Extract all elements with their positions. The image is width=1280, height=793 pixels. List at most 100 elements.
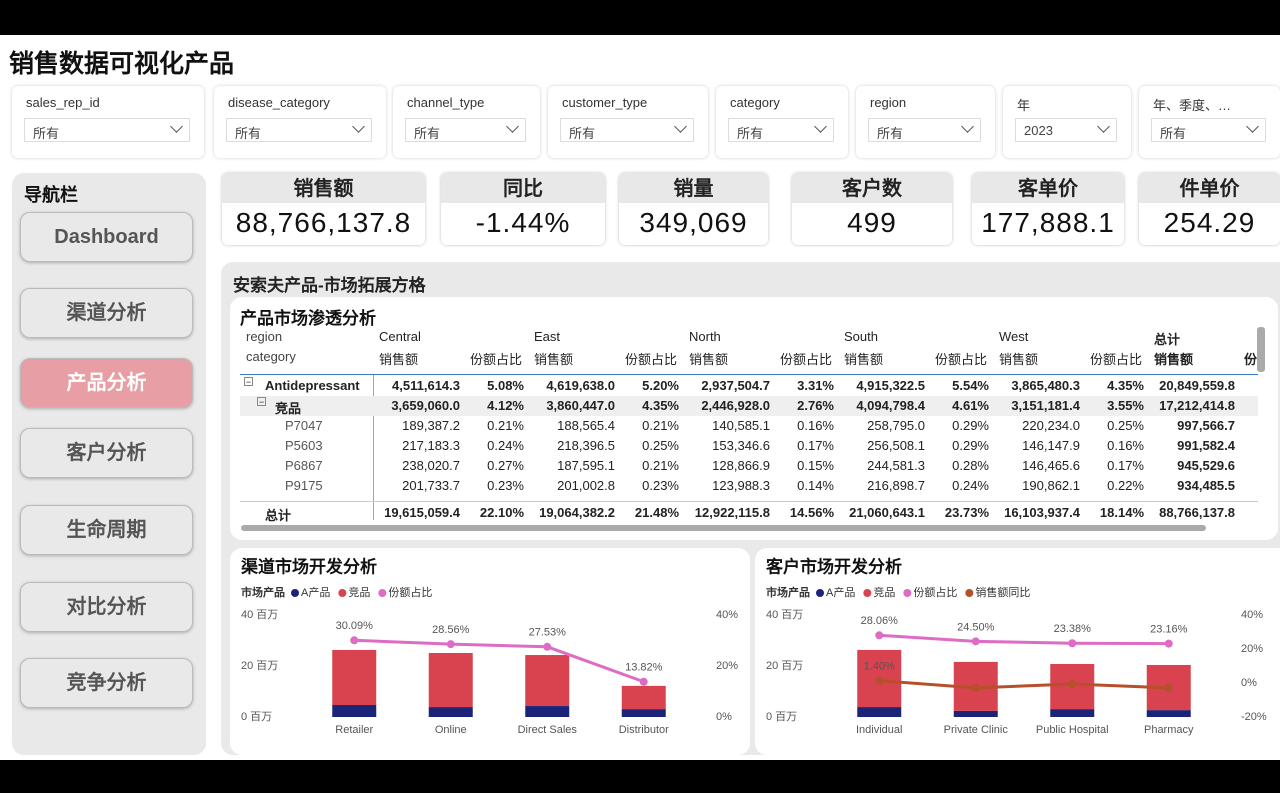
- kpi-card: 客户数 499: [792, 173, 952, 245]
- nav-button[interactable]: Dashboard: [20, 212, 193, 262]
- kpi-label: 客单价: [972, 173, 1124, 203]
- y-tick-label: 40 百万: [766, 609, 803, 621]
- table-cell: 0.22%: [1107, 478, 1144, 493]
- x-tick-label: Pharmacy: [1144, 724, 1194, 736]
- table-cell: 5.20%: [642, 378, 679, 393]
- table-card: 产品市场渗透分析: [230, 297, 1278, 540]
- line-point: [875, 631, 884, 640]
- kpi-label: 销售额: [222, 173, 425, 203]
- table-cell: 216,898.7: [867, 478, 925, 493]
- section-title: 安索夫产品-市场拓展方格: [233, 276, 426, 295]
- line: [879, 633, 1169, 646]
- filter[interactable]: disease_category 所有: [214, 86, 386, 158]
- measure-header: 销售额: [1154, 352, 1194, 367]
- legend-label: 竞品: [873, 585, 895, 599]
- table-cell: 2,937,504.7: [701, 378, 770, 393]
- table-cell: 146,465.6: [1022, 458, 1080, 473]
- kpi-label: 销量: [619, 173, 768, 203]
- table-cell: 16,103,937.4: [1004, 505, 1080, 520]
- table-cell: 128,866.9: [712, 458, 770, 473]
- filter[interactable]: customer_type 所有: [548, 86, 708, 158]
- table-cell: 0.27%: [487, 458, 524, 473]
- table-cell: 238,020.7: [402, 458, 460, 473]
- h-scrollbar[interactable]: [241, 525, 1206, 531]
- filter[interactable]: 年、季度、… 所有: [1139, 86, 1280, 158]
- kpi-value: 499: [847, 207, 897, 238]
- table-cell: 0.25%: [642, 438, 679, 453]
- line-point: [1164, 683, 1173, 692]
- line-point: [971, 637, 980, 646]
- line-point: [543, 642, 552, 651]
- y2-tick-label: 20%: [716, 660, 738, 672]
- kpi-label: 件单价: [1139, 173, 1280, 203]
- table-cell: 201,002.8: [557, 478, 615, 493]
- filter[interactable]: region 所有: [856, 86, 995, 158]
- x-tick-label: Retailer: [335, 724, 373, 736]
- nav-button[interactable]: 竞争分析: [20, 658, 193, 708]
- table-cell: 0.21%: [487, 418, 524, 433]
- table-cell: 22.10%: [479, 505, 524, 520]
- region-header: East: [534, 329, 561, 344]
- table-cell: 140,585.1: [712, 418, 770, 433]
- table-cell: 3,151,181.4: [1011, 398, 1080, 413]
- filter[interactable]: category 所有: [716, 86, 848, 158]
- kpi-value: 88,766,137.8: [235, 207, 412, 238]
- table-cell: 190,862.1: [1022, 478, 1080, 493]
- nav-button[interactable]: 渠道分析: [20, 288, 193, 338]
- kpi-value: 349,069: [639, 207, 748, 238]
- line-point: [875, 676, 884, 685]
- nav-button[interactable]: 生命周期: [20, 505, 193, 555]
- nav-button[interactable]: 对比分析: [20, 582, 193, 632]
- filter[interactable]: 年 2023: [1003, 86, 1131, 158]
- line-point: [971, 683, 980, 692]
- measure-header: 份额占比: [780, 352, 833, 367]
- table-cell: 0.23%: [487, 478, 524, 493]
- filter-value: 所有: [560, 118, 694, 142]
- table-cell: 991,582.4: [1177, 438, 1235, 453]
- kpi-value: 177,888.1: [981, 207, 1115, 238]
- y2-tick-label: 0%: [1241, 677, 1257, 689]
- v-scrollbar[interactable]: [1257, 327, 1265, 372]
- y2-tick-label: 40%: [1241, 609, 1263, 621]
- row-label: P5603: [285, 438, 323, 453]
- table-cell: 14.56%: [789, 505, 834, 520]
- top-band: [0, 0, 1280, 35]
- kpi-card: 销量 349,069: [619, 173, 768, 245]
- legend-label: 竞品: [348, 585, 370, 599]
- filter[interactable]: sales_rep_id 所有: [12, 86, 204, 158]
- table-cell: 12,922,115.8: [694, 505, 770, 520]
- table-cell: 4,094,798.4: [856, 398, 925, 413]
- filter-label: region: [870, 95, 907, 110]
- region-header: 总计: [1154, 332, 1181, 347]
- table-cell: 0.24%: [487, 438, 524, 453]
- table-cell: 18.14%: [1099, 505, 1144, 520]
- nav-button[interactable]: 产品分析: [20, 358, 193, 408]
- kpi-label: 同比: [441, 173, 605, 203]
- table-cell: 256,508.1: [867, 438, 925, 453]
- legend-marker: [338, 589, 347, 597]
- bar: [525, 655, 570, 707]
- table-cell: 0.16%: [1107, 438, 1144, 453]
- data-label: 1.40%: [864, 661, 895, 673]
- filter-value: 所有: [24, 118, 190, 142]
- filter[interactable]: channel_type 所有: [393, 86, 540, 158]
- table-cell: 0.25%: [1107, 418, 1144, 433]
- table-cell: 153,346.6: [712, 438, 770, 453]
- row-label: P7047: [285, 418, 323, 433]
- table-title: 产品市场渗透分析: [240, 309, 376, 328]
- table-cell: 187,595.1: [557, 458, 615, 473]
- table-cell: 146,147.9: [1022, 438, 1080, 453]
- measure-header: 份: [1244, 352, 1258, 367]
- row-label: Antidepressant: [265, 378, 360, 393]
- legend-label: 销售额同比: [975, 585, 1030, 599]
- chart-title: 渠道市场开发分析: [240, 556, 377, 576]
- kpi-label: 客户数: [792, 173, 952, 203]
- table-cell: 997,566.7: [1177, 418, 1235, 433]
- table-cell: 217,183.3: [402, 438, 460, 453]
- data-label: 27.53%: [529, 627, 567, 639]
- x-tick-label: Individual: [856, 724, 902, 736]
- table-cell: 0.15%: [797, 458, 834, 473]
- line-point: [446, 640, 455, 649]
- nav-button[interactable]: 客户分析: [20, 428, 193, 478]
- table-cell: 0.21%: [642, 458, 679, 473]
